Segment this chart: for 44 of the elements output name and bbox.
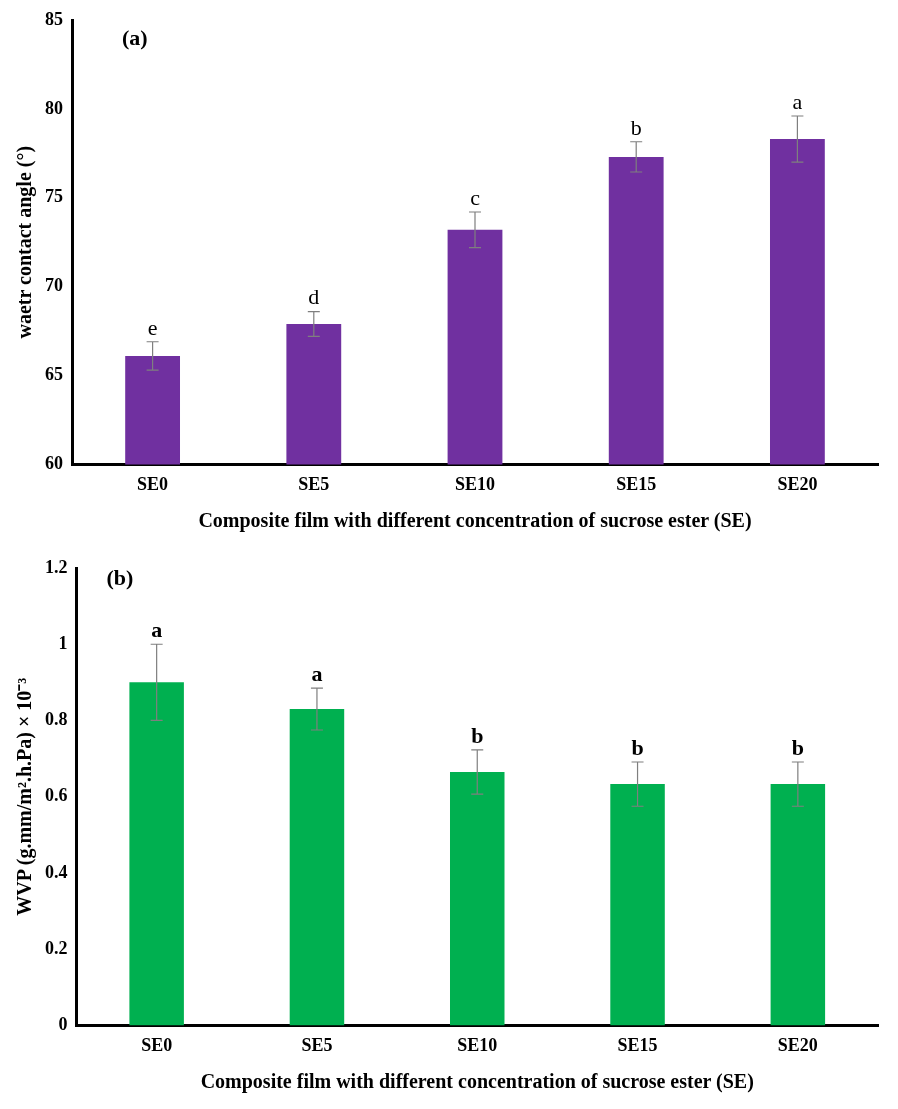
x-tick-label: SE15 [617,1034,658,1055]
y-tick-label: 60 [45,453,63,474]
y-tick-label: 85 [45,8,63,29]
y-tick-label: 0 [58,1014,68,1035]
bar [610,784,665,1026]
y-axis-title: WVP (g.mm/m².h.Pa) × 10⁻³ [13,677,37,916]
y-tick-label: 80 [45,97,63,118]
bar [770,784,826,1026]
x-tick-label: SE0 [141,1034,173,1055]
annotation: (a) [122,24,148,50]
y-tick-label: 70 [45,275,63,296]
y-tick-label: 1.2 [45,556,68,577]
annotation: a [792,88,803,114]
annotation: e [147,314,158,340]
x-tick-label: SE15 [616,473,657,494]
y-axis-title: waetr contact angle (°) [13,145,37,339]
x-tick-label: SE10 [457,1034,498,1055]
y-tick-label: 0.2 [45,937,68,958]
x-tick-label: SE20 [777,1034,818,1055]
annotation: d [308,284,320,310]
y-tick-label: 0.8 [45,709,68,730]
annotation: (b) [106,564,134,590]
annotation: b [630,114,642,140]
annotation: a [311,660,323,686]
x-tick-label: SE5 [301,1034,333,1055]
x-tick-label: SE5 [298,473,330,494]
annotation: c [470,184,481,210]
y-tick-label: 0.6 [45,785,68,806]
bar [289,709,345,1026]
x-tick-label: SE20 [777,473,818,494]
annotation: a [151,616,163,642]
x-axis-title: Composite film with different concentration of sucrose ester (SE) [200,1070,754,1094]
x-tick-label: SE0 [137,473,169,494]
annotation: b [471,722,484,748]
y-tick-label: 1 [58,632,68,653]
y-tick-label: 0.4 [45,861,68,882]
y-tick-label: 65 [45,364,63,385]
bar [129,682,184,1026]
y-tick-label: 75 [45,186,63,207]
annotation: b [631,734,644,760]
annotation: b [791,734,804,760]
bar [450,771,505,1026]
x-axis-title: Composite film with different concentration of sucrose ester (SE) [198,509,752,533]
x-tick-label: SE10 [454,473,496,494]
